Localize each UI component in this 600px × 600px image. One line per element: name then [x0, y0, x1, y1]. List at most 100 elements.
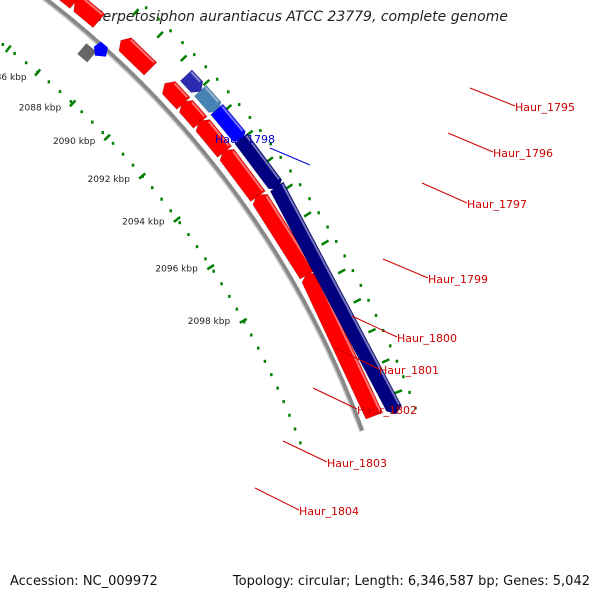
ruler-dot — [263, 359, 267, 363]
ruler-dot — [13, 52, 16, 56]
ruler-dot — [299, 441, 302, 445]
gene-features — [58, 0, 402, 420]
gene-haur-1802-rev — [210, 103, 246, 142]
ruler-dot — [204, 257, 207, 261]
leader-line — [421, 182, 468, 204]
gene-haur-1797-shine — [84, 0, 103, 16]
outer-dot — [227, 90, 230, 94]
outer-dot — [395, 359, 399, 363]
outer-dot — [193, 53, 196, 57]
ruler-label: 2098 kbp — [188, 317, 231, 327]
gene-label: Haur_1798 — [215, 133, 275, 146]
outer-dot — [367, 298, 370, 302]
ruler-dot — [250, 333, 253, 337]
outer-dot — [259, 129, 262, 133]
outer-dot — [169, 29, 172, 33]
ruler-major-tick — [68, 99, 77, 108]
major-tick — [381, 358, 390, 364]
gene-haur-1802-rev-shine — [221, 105, 244, 132]
ruler-dot — [91, 120, 94, 124]
outer-dot — [237, 103, 241, 107]
gene-label: Haur_1795 — [515, 101, 575, 114]
gene-haur-1801-rev-shine — [204, 86, 219, 103]
ruler-dot — [169, 209, 173, 213]
ruler-dot — [242, 320, 246, 324]
major-tick — [303, 211, 312, 218]
gene-haur-1797 — [73, 0, 106, 29]
outer-dot — [181, 41, 184, 45]
major-tick — [179, 54, 188, 62]
leader-line — [282, 440, 328, 463]
ruler-dot — [282, 400, 285, 404]
ruler-dot — [101, 131, 104, 135]
gene-haur-1799-shine — [129, 39, 155, 64]
gene-haur-1799 — [118, 37, 158, 76]
gene-haur-1803-shine — [232, 150, 264, 192]
outer-dot — [326, 225, 329, 229]
outer-dot — [359, 283, 363, 287]
gene-haur-1800-rev — [179, 69, 204, 93]
major-tick — [337, 268, 346, 275]
gene-haur-1796-strand — [58, 0, 78, 9]
ruler-label: 2096 kbp — [155, 264, 198, 274]
ruler-major-tick — [173, 216, 181, 223]
ruler-major-tick — [103, 133, 111, 142]
major-tick — [202, 78, 211, 87]
ruler-dot — [69, 100, 73, 104]
ruler-dot — [1, 42, 5, 46]
ruler-dot — [195, 245, 199, 249]
ruler-label: 2094 kbp — [122, 217, 165, 227]
gene-labels: Haur_1795 Haur_1796 Haur_1797 Haur_1798 Haur… — [215, 87, 575, 518]
accession-label: Accession: NC_009972 — [8, 574, 160, 589]
major-tick — [156, 31, 164, 39]
gene-haur-1800-shine — [173, 82, 189, 98]
outer-dot — [279, 155, 282, 159]
outer-dot — [343, 254, 346, 258]
outer-dot — [402, 375, 405, 379]
outer-dot — [269, 142, 272, 146]
leader-line — [351, 315, 398, 338]
ruler-major-tick — [34, 68, 42, 77]
gene-label: Haur_1804 — [299, 505, 359, 518]
gene-reverse-tail — [269, 181, 402, 415]
outer-dot — [408, 390, 411, 394]
ruler-dot — [220, 282, 223, 286]
ruler-major-tick — [206, 263, 215, 271]
ruler-dot — [276, 386, 279, 390]
gene-haur-1803-rev-shine — [245, 135, 280, 180]
gene-haur-1803 — [219, 148, 266, 202]
ruler-dot — [270, 373, 273, 377]
ruler-dot — [131, 163, 135, 167]
outer-dot — [317, 211, 320, 215]
gene-haur-1798 — [93, 41, 108, 57]
leader-line — [334, 347, 380, 370]
outer-dot — [308, 197, 311, 201]
ruler-label: 2092 kbp — [88, 175, 131, 185]
ruler-label: 2088 kbp — [19, 104, 62, 114]
ruler-dot — [178, 221, 181, 225]
outer-dot — [298, 183, 302, 187]
genome-summary: Topology: circular; Length: 6,346,587 bp… — [230, 574, 592, 589]
gene-forward-tail — [301, 272, 384, 420]
leader-line — [447, 132, 494, 153]
outer-dot — [144, 6, 148, 10]
major-tick — [367, 327, 377, 334]
outer-dot — [374, 313, 378, 317]
leader-line — [382, 258, 429, 279]
gene-label: Haur_1803 — [327, 457, 387, 470]
ruler-dot — [212, 269, 215, 273]
ruler-dot — [160, 197, 163, 201]
outer-dot — [335, 239, 338, 243]
gene-reverse-tail-shine — [281, 183, 400, 405]
major-tick — [353, 297, 362, 304]
leader-line — [254, 487, 300, 511]
ruler-major-tick — [138, 172, 147, 180]
gene-label: Haur_1797 — [467, 198, 527, 211]
major-tick — [132, 8, 140, 16]
ruler-dot — [293, 427, 297, 431]
ruler-dot — [47, 80, 51, 84]
backbone-highlight — [41, 0, 361, 432]
major-tick — [394, 389, 403, 395]
gene-label: Haur_1799 — [428, 273, 488, 286]
